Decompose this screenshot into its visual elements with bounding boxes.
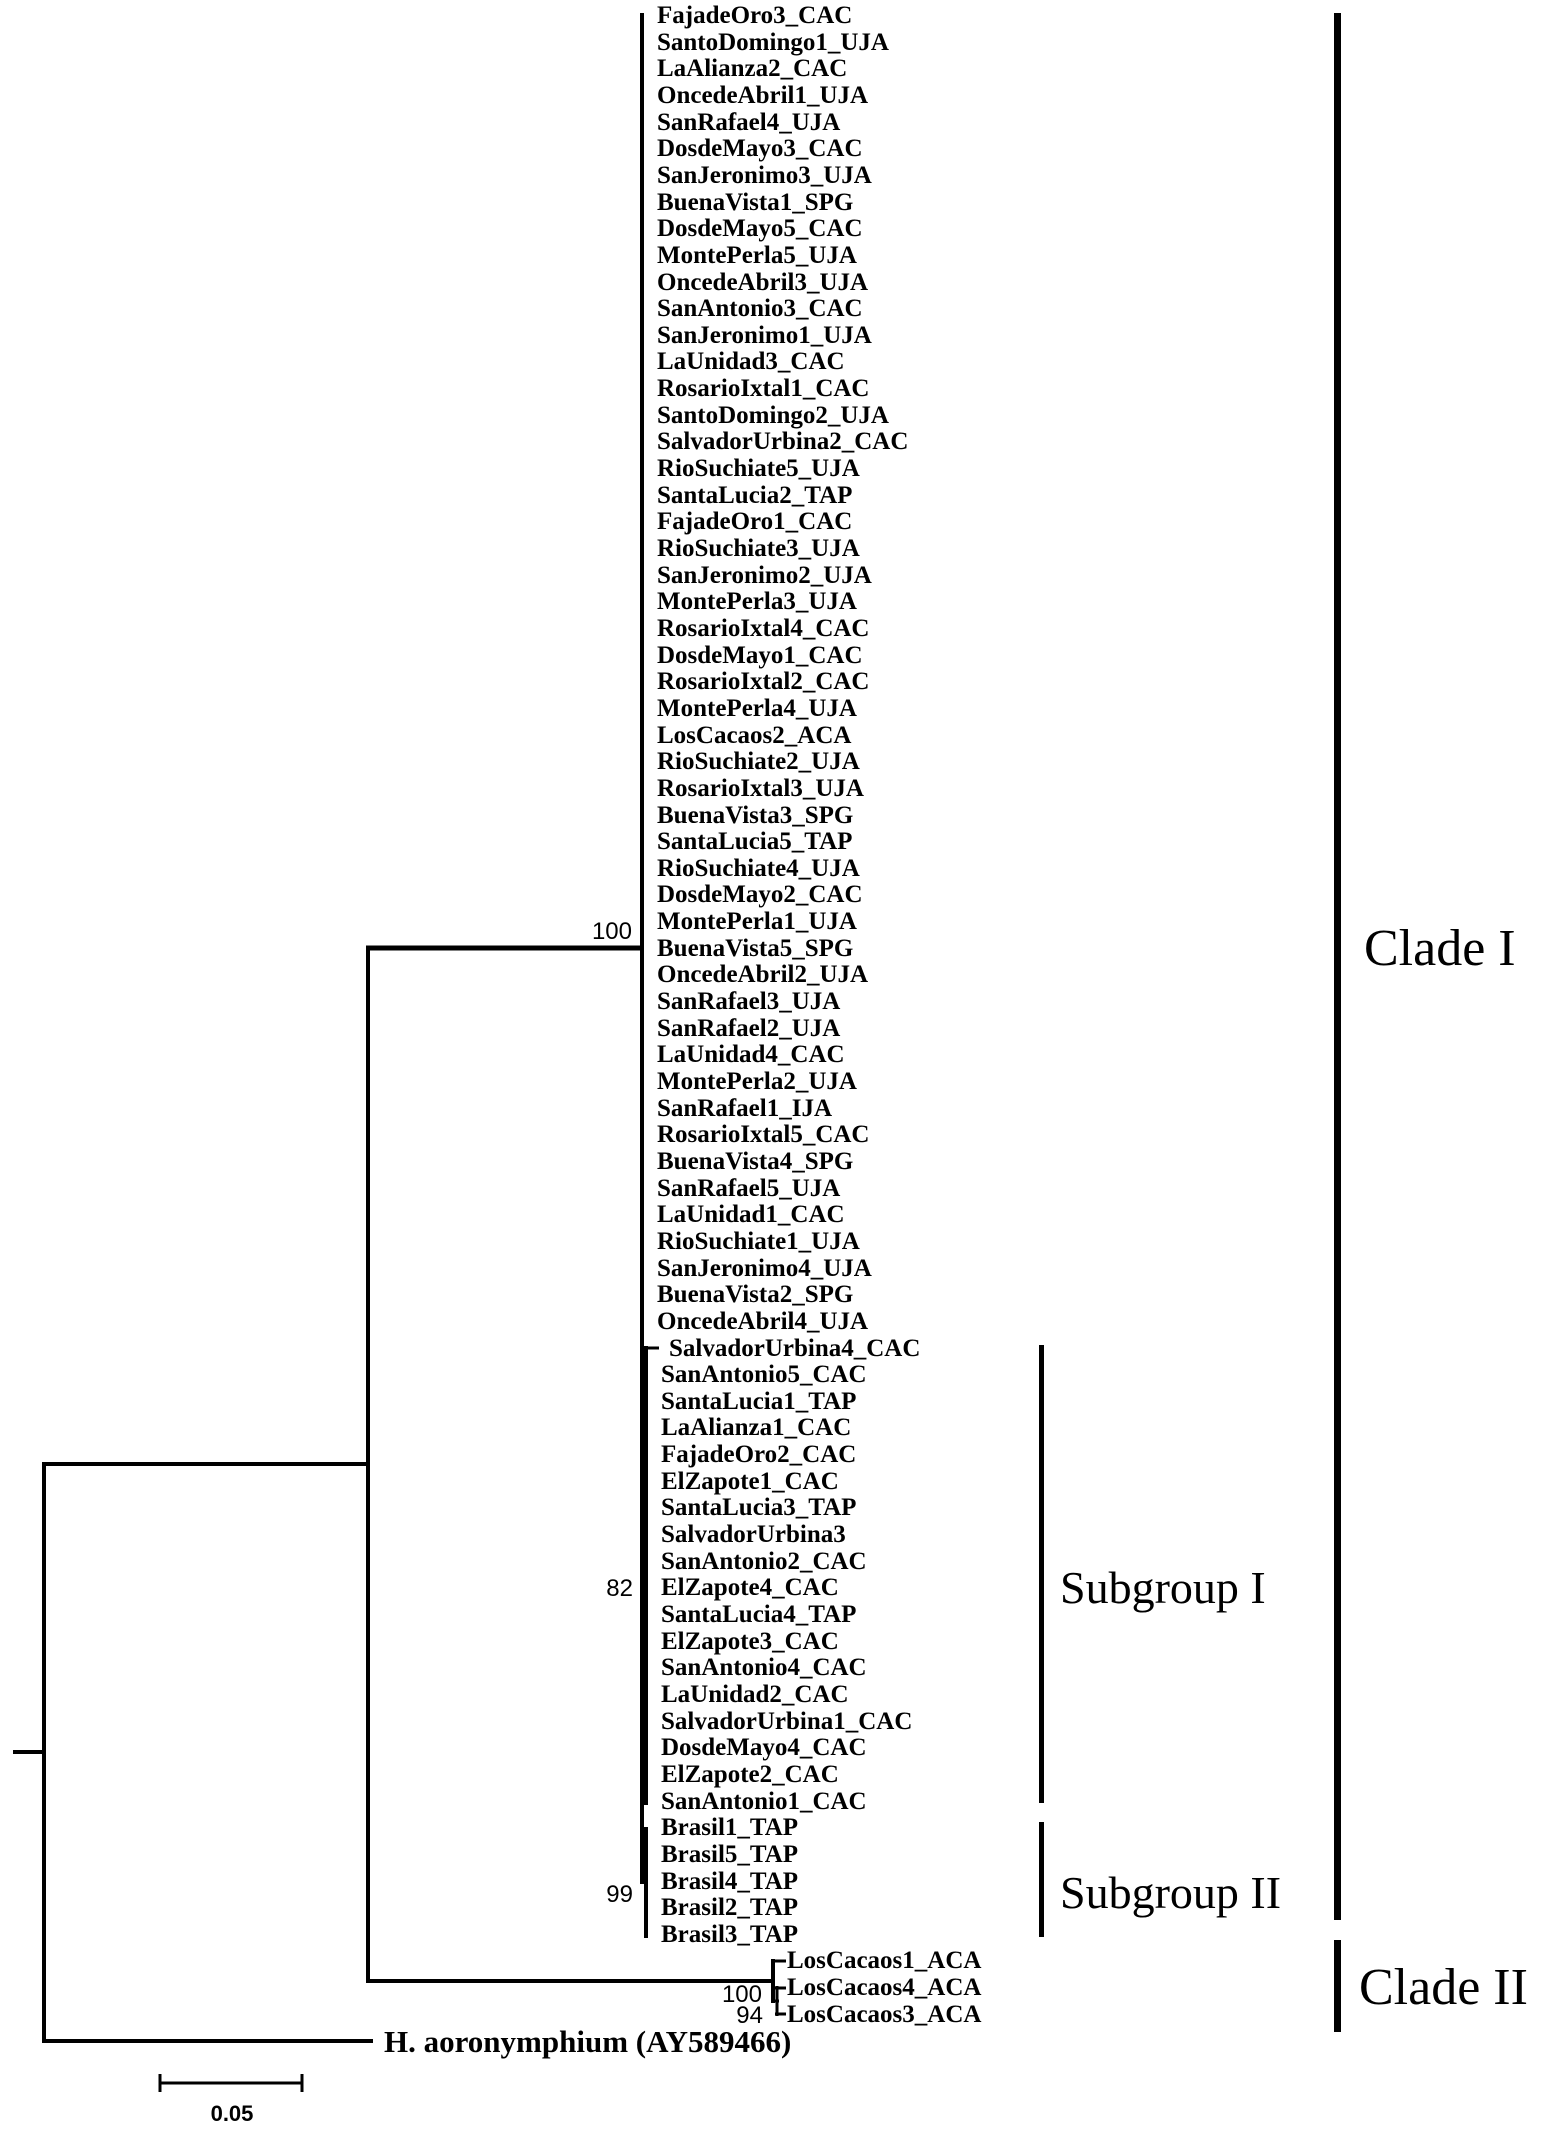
bootstrap-clade2: 100	[721, 1981, 762, 2008]
taxon-label: SanAntonio2_CAC	[661, 1548, 867, 1575]
taxon-label: SanAntonio4_CAC	[661, 1654, 867, 1681]
taxon-label: Brasil2_TAP	[661, 1894, 799, 1921]
taxon-label: RosarioIxtal2_CAC	[657, 668, 870, 695]
scale-bar-label: 0.05	[210, 2101, 254, 2126]
taxon-label: MontePerla4_UJA	[657, 695, 857, 722]
taxon-label: RosarioIxtal3_UJA	[657, 775, 864, 802]
taxon-label: RioSuchiate3_UJA	[657, 535, 860, 562]
taxon-label: LaAlianza1_CAC	[661, 1414, 852, 1441]
taxon-label: DosdeMayo3_CAC	[657, 135, 863, 162]
taxon-label: MontePerla1_UJA	[657, 908, 857, 935]
subgroup1-bracket	[1039, 1345, 1044, 1803]
subgroup1-label: Subgroup I	[1060, 1562, 1266, 1613]
taxon-label: SantaLucia1_TAP	[661, 1388, 857, 1415]
taxon-label: LaUnidad3_CAC	[657, 348, 845, 375]
taxon-label: BuenaVista4_SPG	[657, 1148, 854, 1175]
taxon-label: SanRafael1_IJA	[657, 1095, 833, 1122]
taxon-label: RioSuchiate1_UJA	[657, 1228, 860, 1255]
taxon-label: OncedeAbril1_UJA	[657, 82, 869, 109]
taxon-label: ElZapote2_CAC	[661, 1761, 839, 1788]
taxon-label: DosdeMayo1_CAC	[657, 642, 863, 669]
subgroup2-label: Subgroup II	[1060, 1867, 1282, 1918]
taxon-label: DosdeMayo4_CAC	[661, 1734, 867, 1761]
taxon-label: BuenaVista5_SPG	[657, 935, 854, 962]
bootstrap-subgroup1: 82	[606, 1575, 633, 1602]
taxon-label: FajadeOro2_CAC	[661, 1441, 857, 1468]
taxon-label: ElZapote4_CAC	[661, 1574, 839, 1601]
taxon-label: DosdeMayo2_CAC	[657, 881, 863, 908]
taxon-label: SantaLucia5_TAP	[657, 828, 853, 855]
clade1-label: Clade I	[1364, 920, 1516, 977]
taxon-label: SanAntonio1_CAC	[661, 1788, 867, 1815]
outgroup-label: H. aoronymphium (AY589466)	[384, 2024, 792, 2059]
taxon-label: SanJeronimo1_UJA	[657, 322, 872, 349]
taxon-label: FajadeOro1_CAC	[657, 508, 853, 535]
taxon-label: MontePerla2_UJA	[657, 1068, 857, 1095]
taxon-label: SantaLucia3_TAP	[661, 1494, 857, 1521]
taxon-label: SantaLucia4_TAP	[661, 1601, 857, 1628]
taxon-label: Brasil5_TAP	[661, 1841, 799, 1868]
taxon-label: Brasil1_TAP	[661, 1814, 799, 1841]
taxon-label: LosCacaos3_ACA	[787, 2001, 982, 2028]
taxon-label: SantoDomingo1_UJA	[657, 29, 889, 56]
taxon-label: Brasil4_TAP	[661, 1868, 799, 1895]
taxon-label: BuenaVista1_SPG	[657, 189, 854, 216]
taxon-label: BuenaVista2_SPG	[657, 1281, 854, 1308]
taxon-label: OncedeAbril2_UJA	[657, 961, 869, 988]
taxon-label: SanJeronimo2_UJA	[657, 562, 872, 589]
subgroup2-bracket	[1039, 1822, 1044, 1937]
taxon-label: RioSuchiate2_UJA	[657, 748, 860, 775]
taxon-label: SanRafael5_UJA	[657, 1175, 841, 1202]
taxon-label: FajadeOro3_CAC	[657, 2, 853, 29]
taxon-label: DosdeMayo5_CAC	[657, 215, 863, 242]
taxon-label: SantoDomingo2_UJA	[657, 402, 889, 429]
taxon-label: LaUnidad4_CAC	[657, 1041, 845, 1068]
taxon-label: SalvadorUrbina4_CAC	[669, 1335, 921, 1362]
taxon-label: BuenaVista3_SPG	[657, 802, 854, 829]
taxon-label: SalvadorUrbina1_CAC	[661, 1708, 913, 1735]
taxon-label: MontePerla5_UJA	[657, 242, 857, 269]
taxon-label: SanAntonio3_CAC	[657, 295, 863, 322]
taxon-label: SanRafael2_UJA	[657, 1015, 841, 1042]
taxon-label: SalvadorUrbina2_CAC	[657, 428, 909, 455]
taxon-label: SalvadorUrbina3	[661, 1521, 846, 1548]
taxon-label: SanRafael3_UJA	[657, 988, 841, 1015]
taxon-label: OncedeAbril3_UJA	[657, 269, 869, 296]
taxon-label: Brasil3_TAP	[661, 1921, 799, 1948]
taxon-label: LosCacaos2_ACA	[657, 722, 852, 749]
clade2-bracket	[1334, 1940, 1341, 2032]
taxon-label: OncedeAbril4_UJA	[657, 1308, 869, 1335]
taxon-label: LaAlianza2_CAC	[657, 55, 848, 82]
taxon-label: RosarioIxtal4_CAC	[657, 615, 870, 642]
taxon-label: RosarioIxtal1_CAC	[657, 375, 870, 402]
taxon-label: RioSuchiate4_UJA	[657, 855, 860, 882]
taxon-label: SanJeronimo4_UJA	[657, 1255, 872, 1282]
taxon-label: LaUnidad1_CAC	[657, 1201, 845, 1228]
taxon-label: SanAntonio5_CAC	[661, 1361, 867, 1388]
clade2-label: Clade II	[1359, 1959, 1528, 2016]
bootstrap-clade1: 100	[591, 918, 632, 945]
taxon-label: ElZapote1_CAC	[661, 1468, 839, 1495]
clade1-bracket	[1334, 13, 1341, 1920]
taxon-label: MontePerla3_UJA	[657, 588, 857, 615]
taxon-label: LaUnidad2_CAC	[661, 1681, 849, 1708]
taxon-label: RosarioIxtal5_CAC	[657, 1121, 870, 1148]
taxon-label: LosCacaos1_ACA	[787, 1947, 982, 1974]
taxon-label: SantaLucia2_TAP	[657, 482, 853, 509]
taxon-label: ElZapote3_CAC	[661, 1628, 839, 1655]
bootstrap-clade2-inner: 94	[736, 2002, 763, 2029]
taxon-label: RioSuchiate5_UJA	[657, 455, 860, 482]
taxon-label: SanJeronimo3_UJA	[657, 162, 872, 189]
bootstrap-subgroup2: 99	[606, 1881, 633, 1908]
taxon-label: SanRafael4_UJA	[657, 109, 841, 136]
taxon-label: LosCacaos4_ACA	[787, 1974, 982, 2001]
